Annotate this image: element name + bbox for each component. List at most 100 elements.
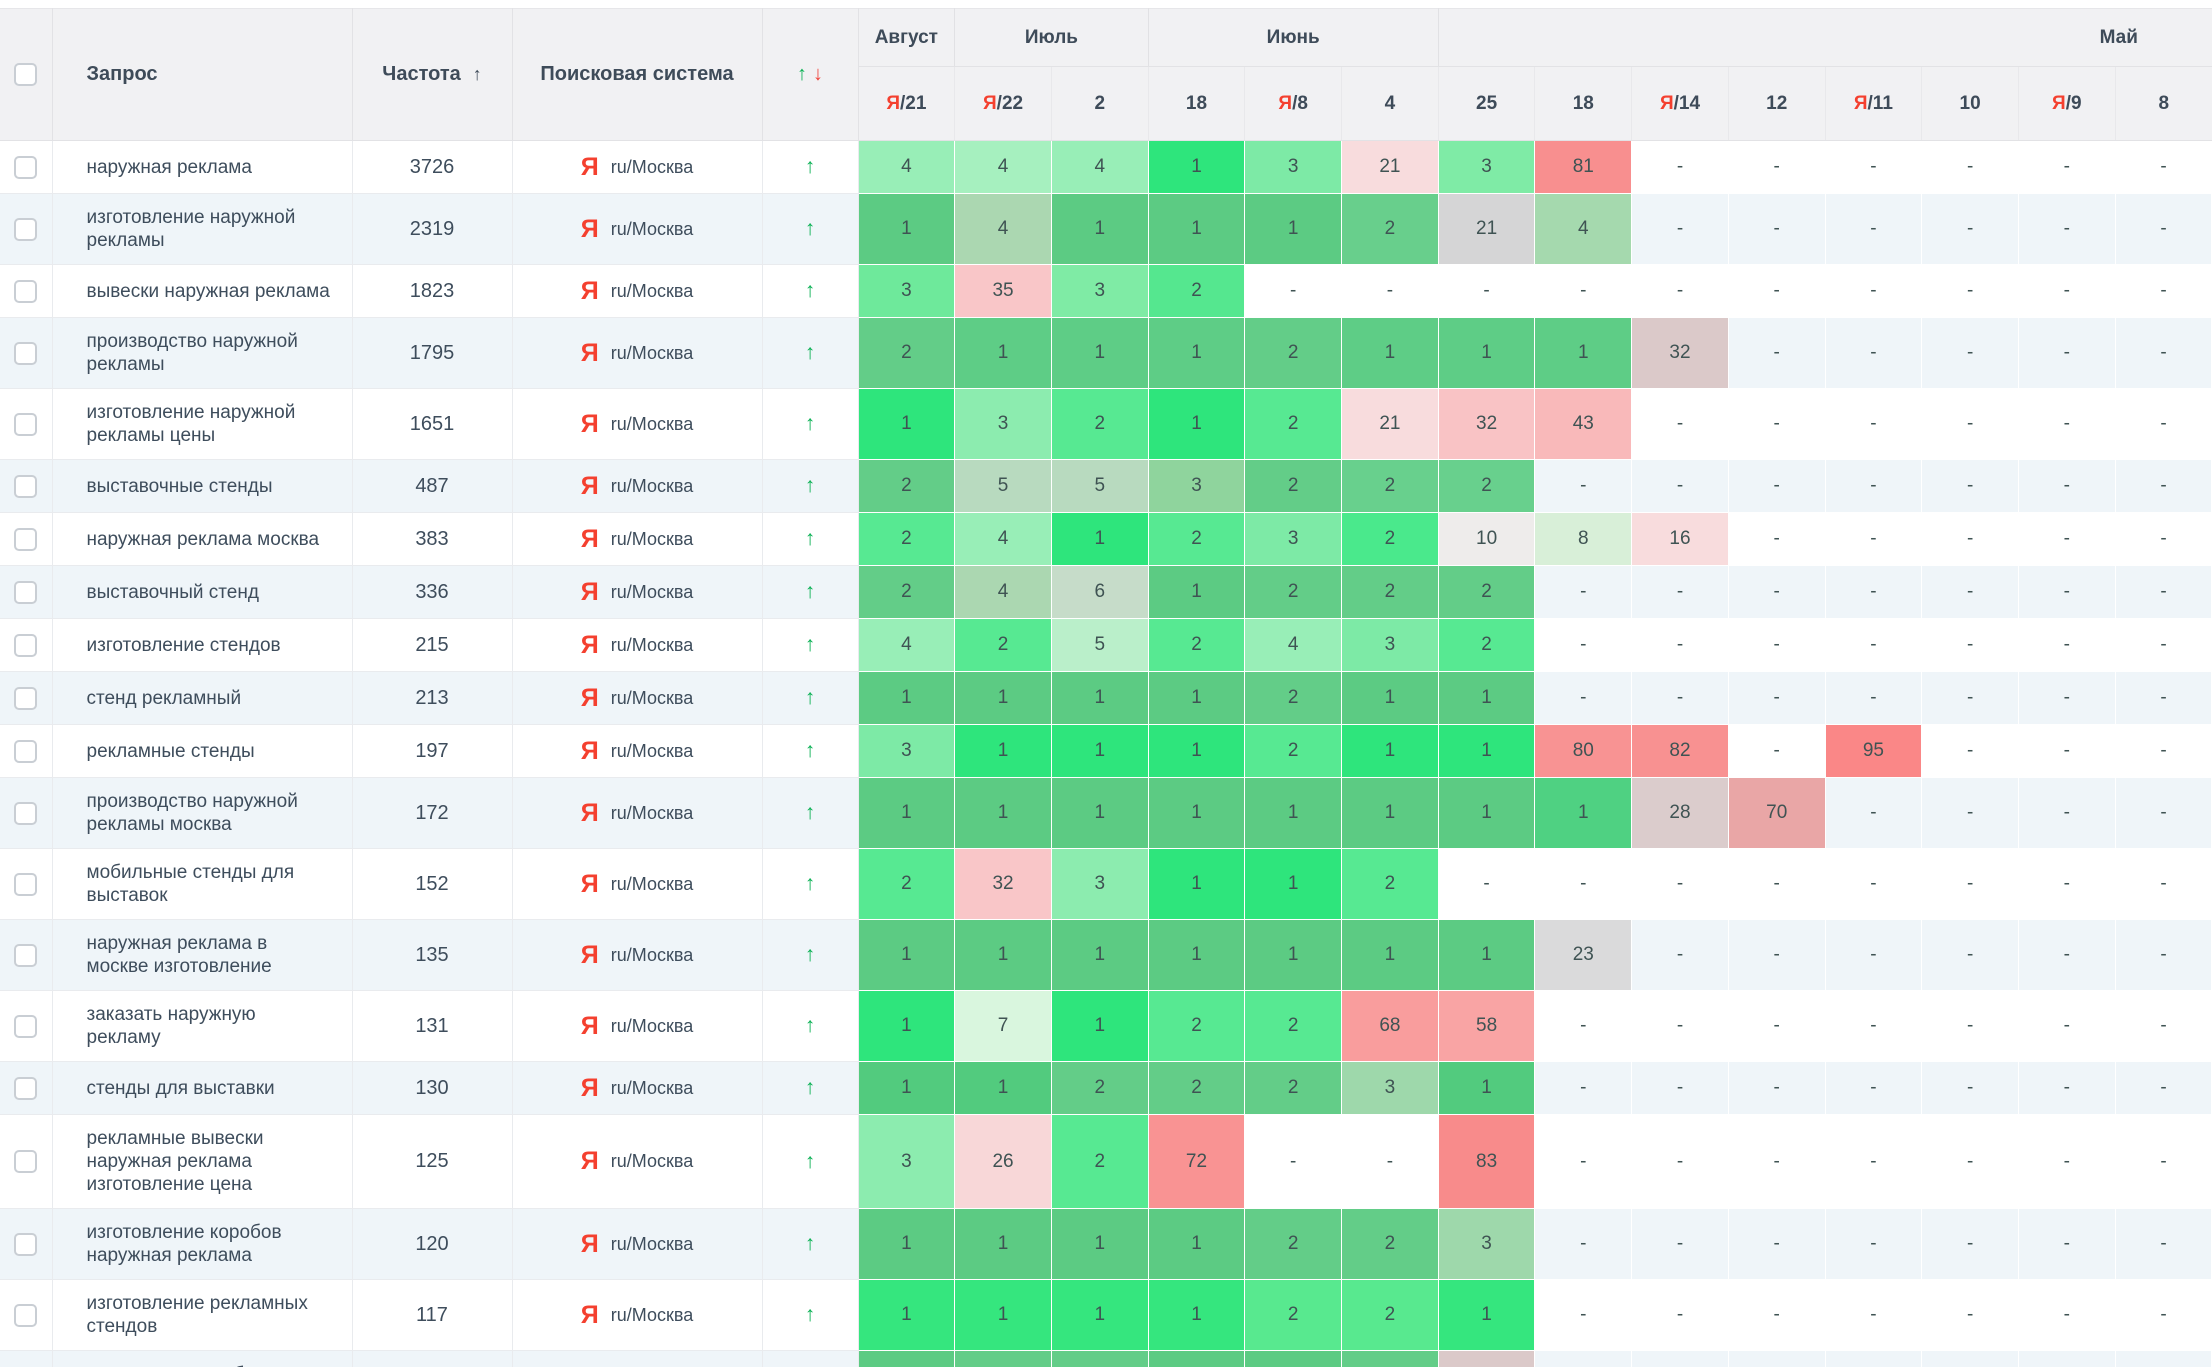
row-checkbox[interactable]: [14, 155, 38, 179]
date-column-header[interactable]: 18: [1534, 66, 1632, 141]
query-cell: стенд рекламный: [52, 671, 353, 725]
date-column-header[interactable]: Я/11: [1824, 66, 1922, 141]
position-cell: 2: [1148, 264, 1246, 318]
trend-up-icon: ↑: [804, 1149, 816, 1173]
date-label: /21: [899, 92, 927, 114]
query-text[interactable]: стенды для выставки: [86, 1077, 275, 1099]
position-cell: -: [2018, 1208, 2116, 1280]
row-checkbox[interactable]: [14, 633, 38, 657]
query-text[interactable]: наружная реклама москва: [86, 528, 320, 550]
row-checkbox[interactable]: [14, 341, 38, 365]
query-text[interactable]: вывески наружная реклама: [86, 280, 330, 302]
select-all-checkbox[interactable]: [14, 63, 38, 87]
query-text[interactable]: производство наружной рекламы москва: [86, 791, 298, 835]
row-checkbox[interactable]: [14, 1303, 38, 1327]
row-checkbox[interactable]: [14, 872, 38, 896]
date-column-header[interactable]: 4: [1341, 66, 1439, 141]
position-cell: 1: [954, 317, 1052, 389]
query-text[interactable]: производство наружной рекламы: [86, 331, 298, 375]
query-text[interactable]: заказать наружную рекламу: [86, 1004, 256, 1048]
date-column-header[interactable]: Я/21: [857, 66, 955, 141]
date-column-header[interactable]: 8: [2114, 66, 2212, 141]
trend-cell: ↑: [762, 1279, 859, 1351]
row-checkbox[interactable]: [14, 943, 38, 967]
table-row: изготовление мобильных стендов 110Яru/Мос…: [0, 1350, 2212, 1367]
position-cell: -: [1921, 1208, 2019, 1280]
date-label: /14: [1673, 92, 1701, 114]
query-text[interactable]: наружная реклама: [86, 156, 252, 178]
query-text[interactable]: изготовление мобильных стендов: [87, 1364, 310, 1367]
position-cell: 1: [954, 724, 1052, 778]
query-text[interactable]: выставочный стенд: [86, 581, 259, 603]
query-text[interactable]: изготовление наружной рекламы: [86, 207, 296, 251]
query-text[interactable]: наружная реклама в москве изготовление: [86, 933, 272, 977]
position-cell: -: [1728, 618, 1826, 672]
dynamics-column-header[interactable]: ↑ ↓: [762, 8, 859, 141]
row-checkbox[interactable]: [14, 1014, 38, 1038]
position-cell: -: [1921, 140, 2019, 194]
query-text[interactable]: стенд рекламный: [86, 687, 242, 709]
position-cell: 2: [1051, 1350, 1149, 1367]
position-cell: -: [1921, 1114, 2019, 1209]
frequency-value: 215: [352, 618, 513, 672]
row-checkbox[interactable]: [14, 217, 38, 241]
query-text[interactable]: выставочные стенды: [86, 475, 273, 497]
yandex-update-icon: Я: [1278, 92, 1293, 114]
position-cell: -: [1631, 618, 1729, 672]
date-column-header[interactable]: 18: [1147, 66, 1245, 141]
row-checkbox[interactable]: [14, 580, 38, 604]
date-column-header[interactable]: Я/9: [2017, 66, 2116, 141]
row-checkbox[interactable]: [14, 527, 38, 551]
position-cell: 95: [1825, 724, 1923, 778]
frequency-value: 125: [352, 1114, 513, 1209]
query-cell: наружная реклама москва: [52, 512, 353, 566]
position-cell: -: [1825, 565, 1923, 619]
date-column-header[interactable]: 10: [1921, 66, 2019, 141]
position-cell: 1: [1148, 1208, 1246, 1280]
frequency-column-header[interactable]: Частота ↑: [352, 8, 513, 141]
position-cell: 1: [858, 777, 956, 849]
row-checkbox[interactable]: [14, 279, 38, 303]
position-cell: 1: [1148, 1279, 1246, 1351]
trend-cell: ↑: [762, 512, 859, 566]
query-text[interactable]: изготовление коробов наружная реклама: [86, 1222, 282, 1266]
query-text[interactable]: изготовление стендов: [86, 634, 281, 656]
query-text[interactable]: изготовление наружной рекламы цены: [86, 402, 296, 446]
trend-cell: ↑: [762, 1061, 859, 1115]
row-checkbox[interactable]: [14, 1150, 38, 1173]
position-cell: 1: [858, 1279, 956, 1351]
position-cell: 1: [1244, 193, 1343, 265]
date-column-header[interactable]: 2: [1050, 66, 1149, 141]
position-cell: 32: [1438, 388, 1536, 460]
date-column-header[interactable]: 25: [1437, 66, 1535, 141]
query-text[interactable]: рекламные вывески наружная реклама изгот…: [86, 1128, 264, 1195]
row-checkbox[interactable]: [14, 1076, 38, 1100]
date-column-header[interactable]: 12: [1727, 66, 1826, 141]
position-cell: -: [2018, 512, 2116, 566]
row-checkbox[interactable]: [14, 801, 38, 825]
date-column-header[interactable]: Я/22: [954, 66, 1052, 141]
row-checkbox[interactable]: [14, 1232, 38, 1256]
date-column-header[interactable]: Я/14: [1631, 66, 1729, 141]
position-cell: -: [1728, 459, 1826, 513]
position-cell: 3: [1438, 1208, 1536, 1280]
query-column-header[interactable]: Запрос: [52, 8, 353, 141]
row-checkbox[interactable]: [14, 412, 38, 436]
position-cell: 70: [1728, 777, 1826, 849]
query-text[interactable]: рекламные стенды: [86, 740, 255, 762]
position-cell: -: [1534, 1061, 1633, 1115]
position-cell: 1: [1244, 777, 1343, 849]
date-column-header[interactable]: Я/8: [1244, 66, 1342, 141]
row-checkbox[interactable]: [14, 739, 38, 763]
query-text[interactable]: мобильные стенды для выставок: [86, 862, 295, 906]
query-cell: мобильные стенды для выставок: [52, 848, 353, 920]
position-cell: 3: [858, 264, 956, 318]
query-text[interactable]: изготовление рекламных стендов: [86, 1293, 308, 1337]
position-cell: -: [1921, 618, 2019, 672]
row-checkbox[interactable]: [14, 474, 38, 498]
row-checkbox[interactable]: [14, 686, 38, 710]
trend-up-icon: ↑: [804, 1076, 816, 1099]
yandex-update-icon: Я: [2052, 92, 2066, 114]
